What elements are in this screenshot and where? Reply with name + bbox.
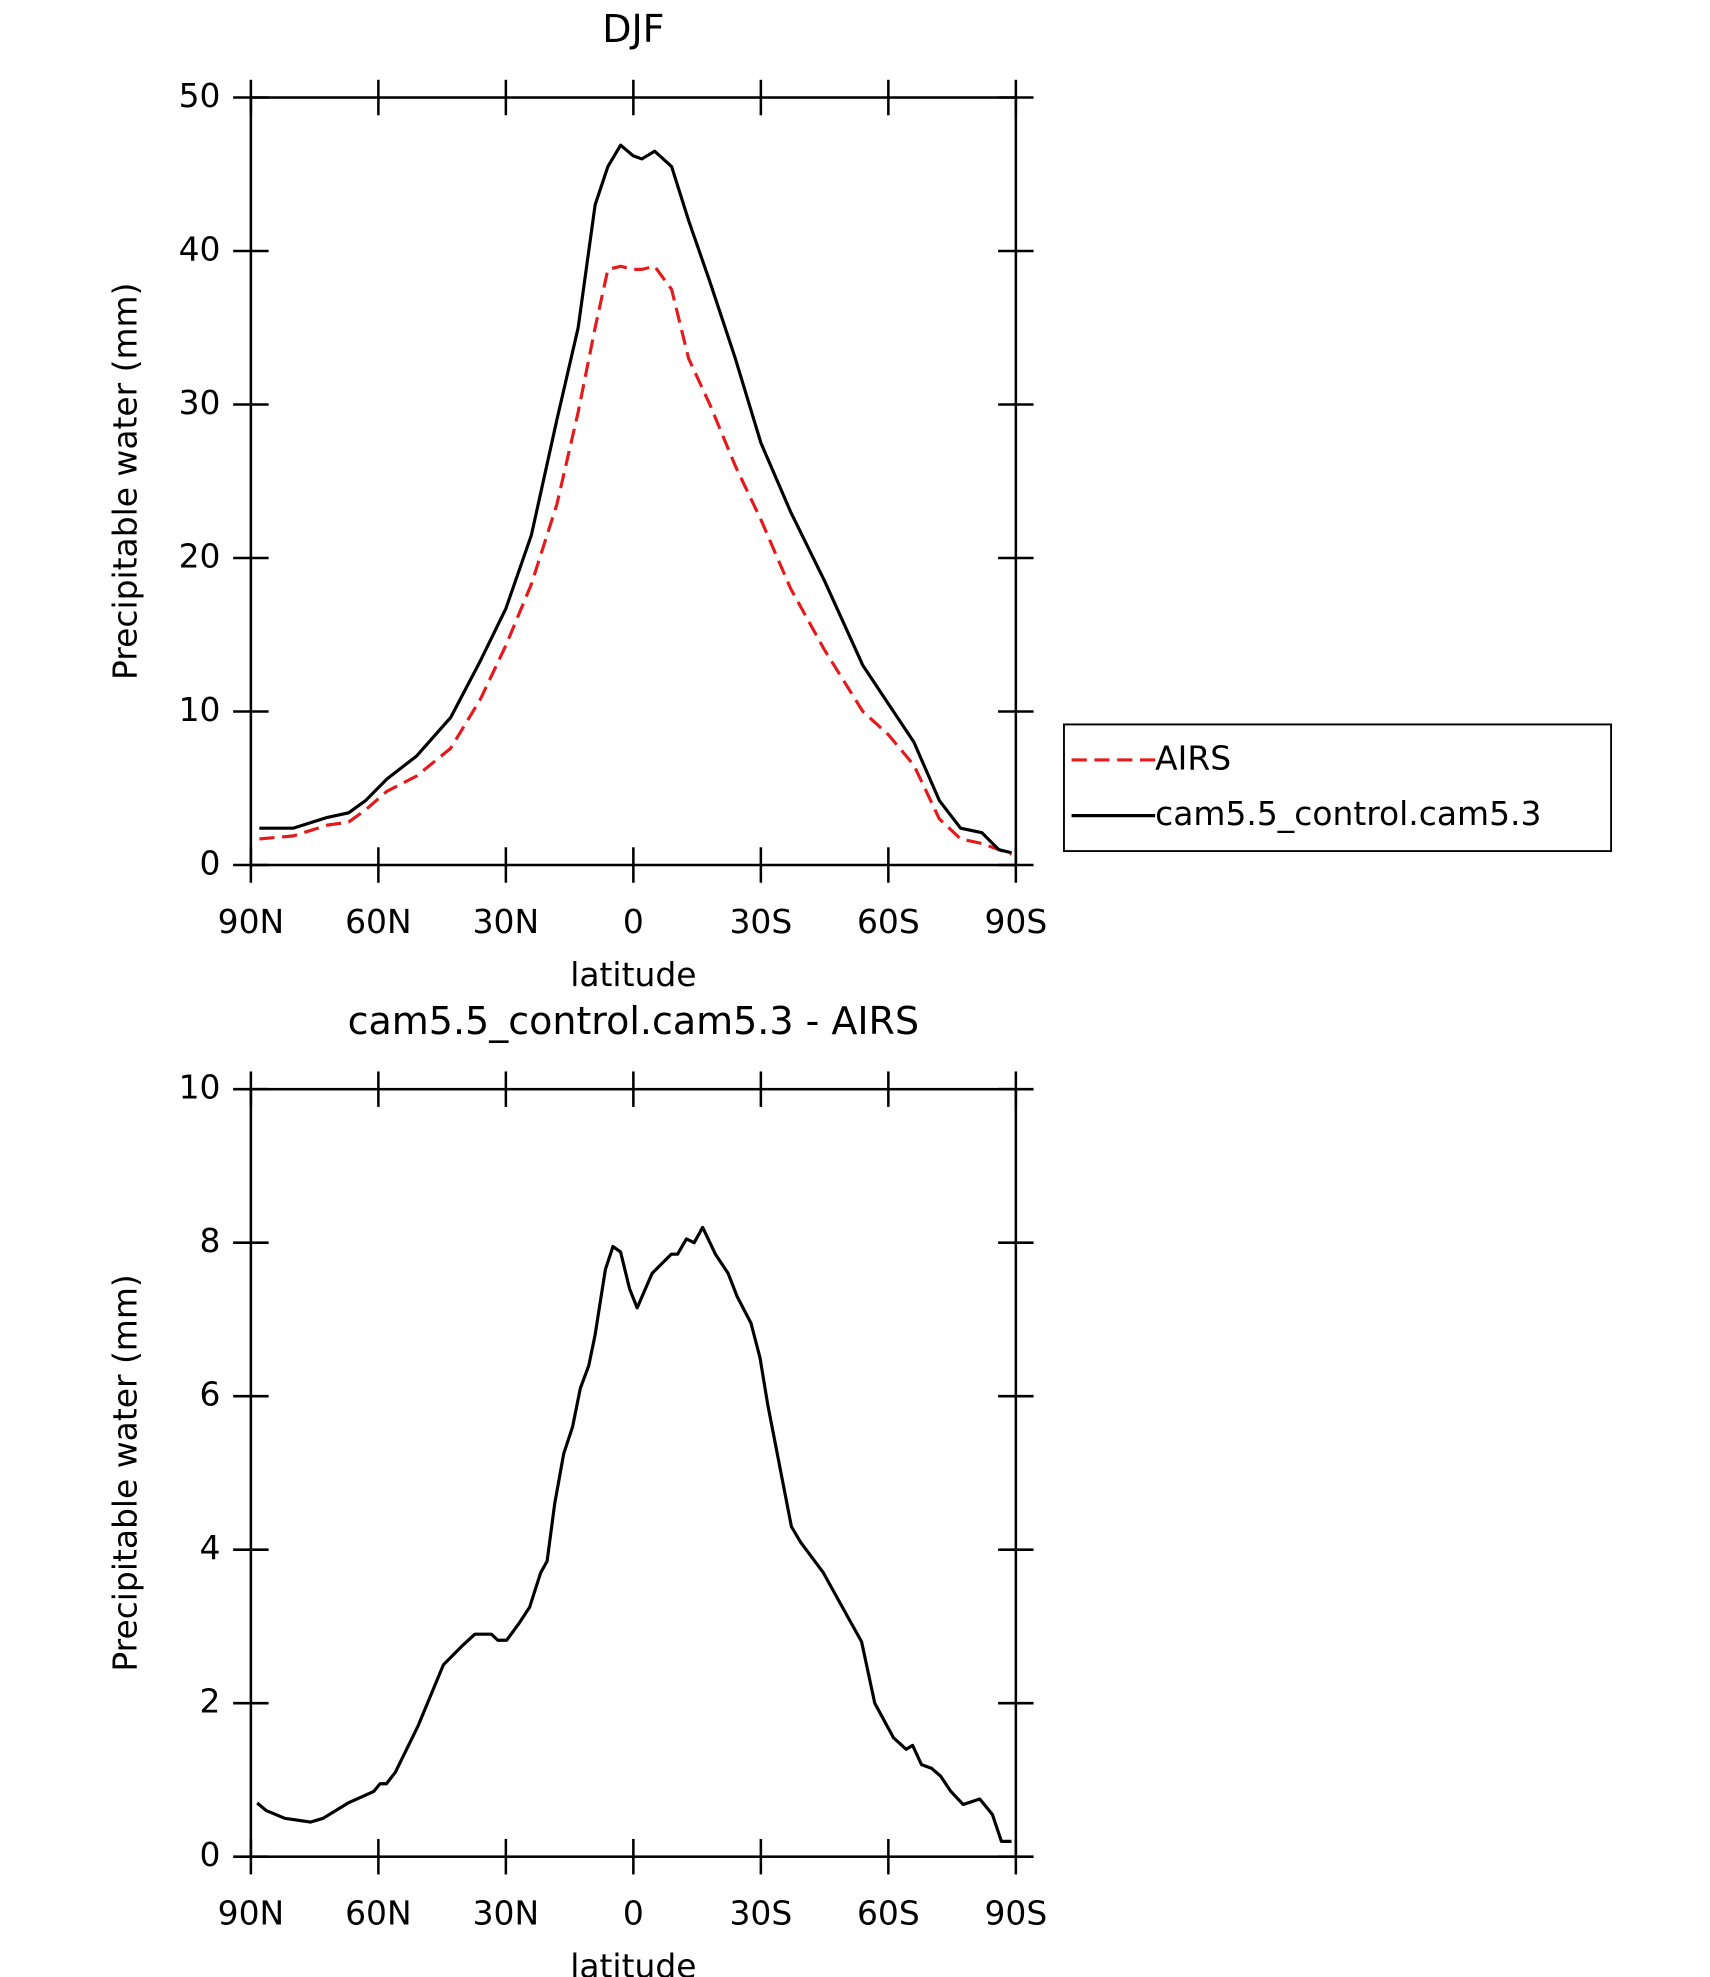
- x-tick-label: 0: [623, 902, 644, 941]
- x-tick-label: 90N: [218, 902, 285, 941]
- y-tick-label: 10: [179, 690, 221, 729]
- chart-title: DJF: [602, 7, 664, 51]
- x-tick-label: 30S: [729, 1893, 792, 1932]
- legend-label: AIRS: [1155, 738, 1231, 777]
- series-line: [259, 143, 1012, 855]
- x-tick-label: 30N: [473, 1893, 539, 1932]
- y-tick-label: 50: [179, 76, 221, 115]
- x-tick-label: 60S: [857, 1893, 920, 1932]
- y-tick-label: 6: [200, 1375, 221, 1414]
- y-axis-label: Precipitable water (mm): [105, 283, 144, 680]
- y-tick-label: 40: [179, 230, 221, 269]
- series-line: [259, 264, 1013, 856]
- x-tick-label: 90N: [218, 1893, 285, 1932]
- y-tick-label: 0: [200, 844, 221, 883]
- x-tick-label: 30N: [473, 902, 539, 941]
- x-tick-label: 90S: [984, 1893, 1047, 1932]
- x-tick-label: 90S: [984, 902, 1047, 941]
- y-tick-label: 8: [200, 1221, 221, 1260]
- x-tick-label: 30S: [729, 902, 792, 941]
- x-tick-label: 60S: [857, 902, 920, 941]
- y-axis-label: Precipitable water (mm): [105, 1274, 144, 1671]
- x-tick-label: 60N: [345, 1893, 412, 1932]
- legend-box: [1063, 723, 1613, 853]
- y-tick-label: 20: [179, 537, 221, 576]
- y-tick-label: 10: [179, 1068, 221, 1107]
- y-tick-label: 0: [200, 1835, 221, 1874]
- x-axis-label: latitude: [570, 1947, 696, 1977]
- y-tick-label: 30: [179, 383, 221, 422]
- x-tick-label: 0: [623, 1893, 644, 1932]
- y-tick-label: 4: [200, 1528, 221, 1567]
- x-tick-label: 60N: [345, 902, 412, 941]
- plot-frame: [249, 1087, 1018, 1858]
- series-line: [256, 1225, 1012, 1843]
- y-tick-label: 2: [200, 1682, 221, 1721]
- legend-label: cam5.5_control.cam5.3: [1155, 794, 1541, 833]
- x-axis-label: latitude: [570, 955, 696, 994]
- chart-title: cam5.5_control.cam5.3 - AIRS: [348, 999, 919, 1043]
- plot-frame: [249, 96, 1018, 867]
